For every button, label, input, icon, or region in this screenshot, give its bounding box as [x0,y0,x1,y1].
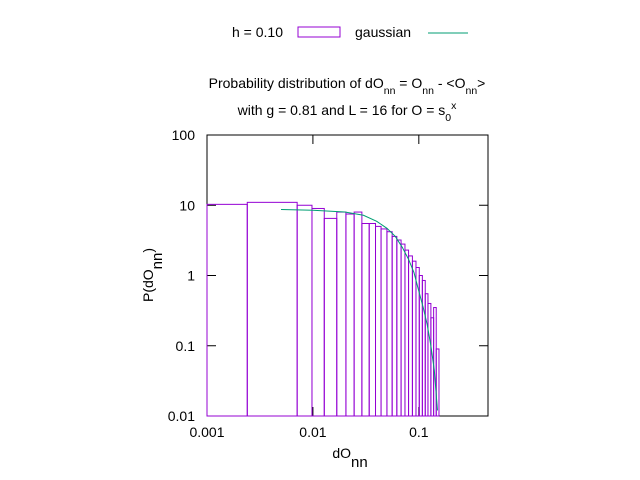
histogram-bar [336,211,347,417]
text-part: nn [149,253,166,270]
text-part: = O [395,75,422,91]
x-tick-label: 0.1 [409,424,429,440]
histogram-bar [375,225,382,417]
rich-text: P(dOnn) [140,248,166,302]
rich-text: dOnn [332,445,367,471]
legend-label: h = 0.10 [232,24,283,40]
rich-text: Probability distribution of dOnn = Onn -… [209,75,486,97]
text-part: Probability distribution of dO [209,75,384,91]
histogram-bar [368,222,377,417]
histogram-bar [404,249,410,417]
text-part: dO [332,445,351,461]
histogram-bar [246,201,298,417]
histogram-bar [411,260,417,417]
y-tick-label: 1 [187,268,195,284]
text-part: nn [422,85,434,97]
histogram-bar [396,239,402,417]
histogram-bar [206,203,248,417]
rich-text: with g = 0.81 and L = 16 for O = s0x [237,100,458,124]
histogram-bar [391,235,398,417]
text-part: P(dO [140,269,156,302]
x-tick-label: 0.001 [189,424,224,440]
histogram-bar [296,204,313,417]
x-tick-label: 0.01 [299,424,326,440]
gaussian-line [281,208,438,411]
text-part: 0 [445,112,451,124]
histogram-bar [345,213,355,417]
y-tick-label: 0.01 [168,408,195,424]
histogram-bar [311,207,325,417]
text-part: > [477,75,485,91]
histogram-bar [323,217,338,417]
plot-frame [206,134,489,417]
histogram-bar [400,243,406,417]
legend-swatch [297,26,341,38]
legend-label: gaussian [355,24,411,40]
text-part: nn [351,454,368,471]
text-part: - <O [434,75,466,91]
y-tick-label: 10 [179,197,195,213]
text-part: with g = 0.81 and L = 16 for O = s [237,102,446,118]
y-tick-label: 0.1 [176,338,196,354]
text-part: nn [465,85,477,97]
text-part: x [451,100,457,112]
histogram-bar [386,231,393,417]
histogram-bar [353,211,363,417]
text-part: ) [140,248,156,253]
text-part: nn [384,85,396,97]
y-tick-label: 100 [172,127,196,143]
histogram-bar [435,348,440,417]
histogram-bar [408,255,413,417]
histogram-bar [361,222,370,417]
histogram-bar [380,228,388,417]
